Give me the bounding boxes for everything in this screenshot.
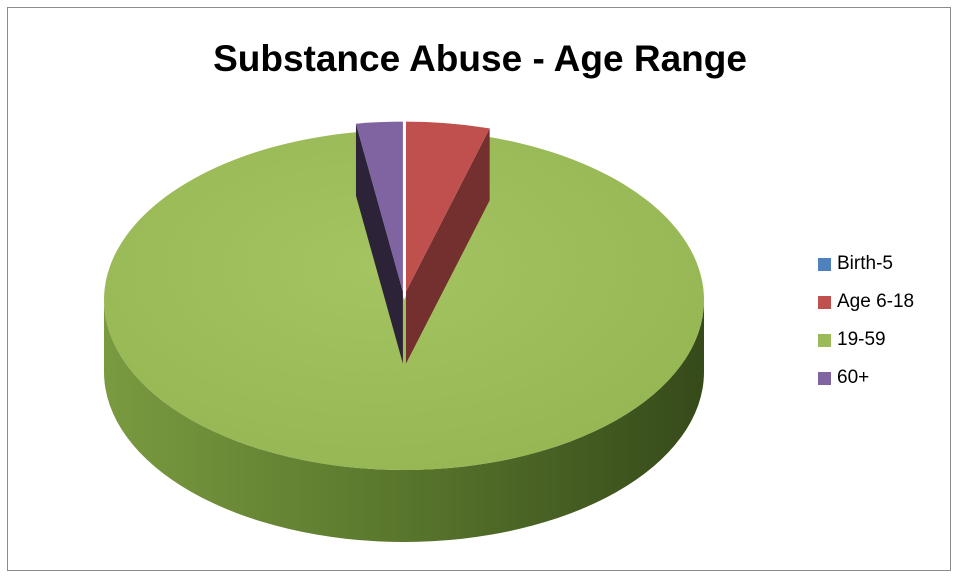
pie-slice-60-plus [355, 121, 403, 292]
legend-item-19-59: 19-59 [818, 328, 914, 352]
pie-slice-19-59 [103, 132, 705, 470]
legend-swatch [818, 333, 831, 347]
pie-slice-19-59-wall [104, 300, 704, 542]
legend-swatch [818, 371, 831, 385]
legend-swatch [818, 295, 831, 309]
pie-slice-age-6-18-cut [405, 128, 490, 364]
pie-slice-60-plus-cut [355, 123, 403, 364]
pie-slice-age-6-18 [405, 121, 490, 292]
legend-label: 19-59 [837, 329, 886, 350]
chart-title: Substance Abuse - Age Range [213, 38, 747, 79]
legend-label: Birth-5 [837, 253, 893, 274]
legend-item-60-plus: 60+ [818, 366, 914, 390]
legend-item-age-6-18: Age 6-18 [818, 290, 914, 314]
legend-item-birth-5: Birth-5 [818, 252, 914, 276]
legend-label: 60+ [837, 367, 870, 388]
legend-label: Age 6-18 [837, 291, 915, 312]
chart-legend: Birth-5 Age 6-18 19-59 60+ [818, 252, 914, 404]
legend-swatch [818, 257, 831, 271]
